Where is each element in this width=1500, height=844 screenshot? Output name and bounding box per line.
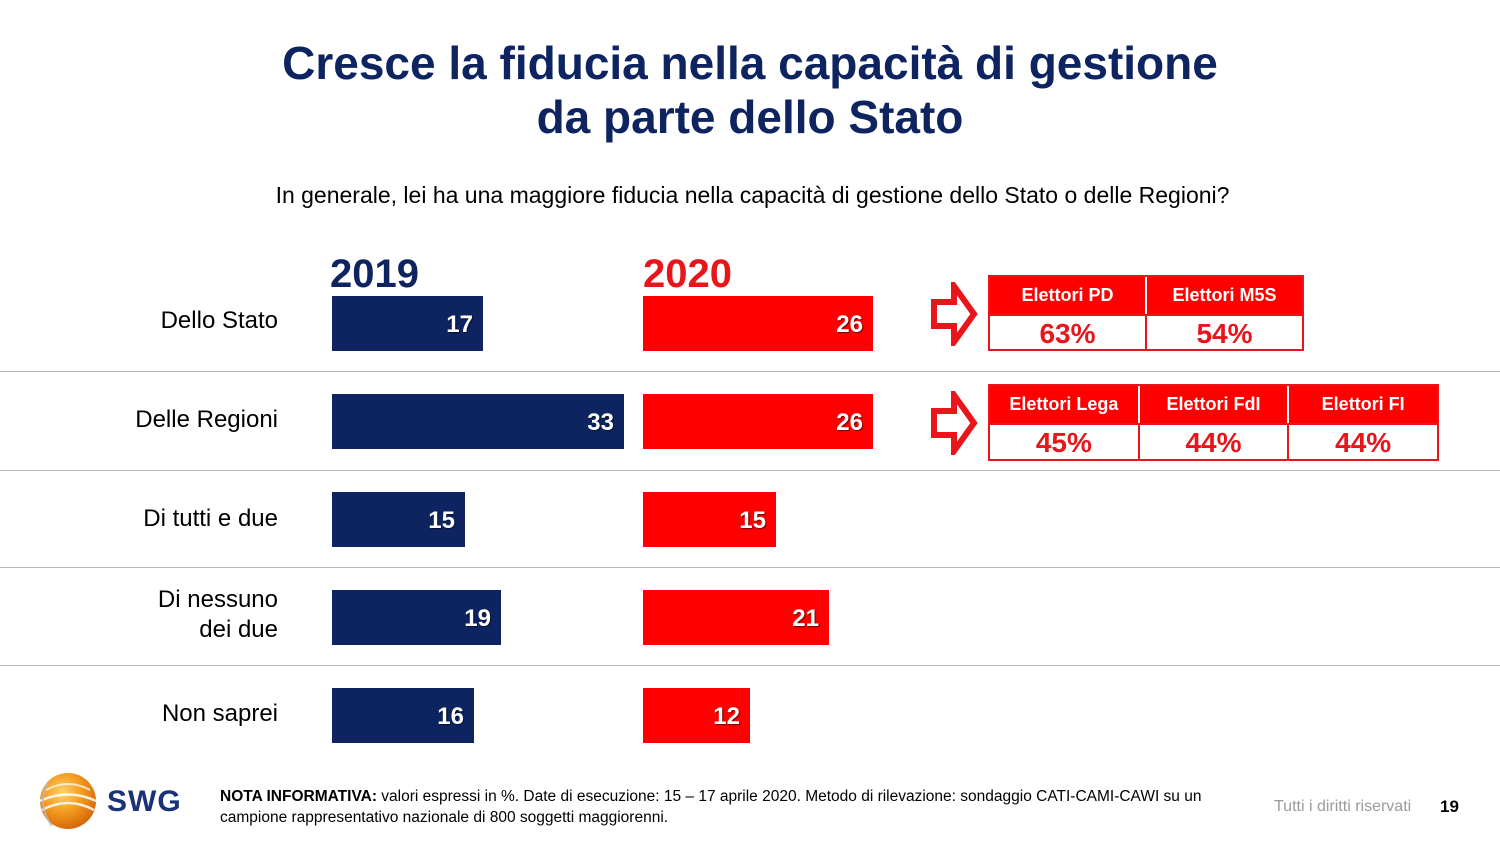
series-label-2019: 2019 — [330, 252, 419, 296]
category-label-line: Dello Stato — [160, 307, 278, 334]
title-line-2: da parte dello Stato — [536, 91, 964, 143]
callout-header: Elettori Lega — [990, 386, 1140, 423]
rights-text: Tutti i diritti riservati — [1274, 798, 1412, 815]
callout-header: Elettori FI — [1321, 394, 1405, 414]
callout-header: Elettori FdI — [1140, 386, 1290, 423]
callout-value: 63% — [990, 316, 1147, 350]
note-text: valori espressi in %. Date di esecuzione… — [220, 788, 1202, 826]
bar-value-label: 12 — [713, 703, 740, 730]
bar-2019-2: 15 — [332, 492, 465, 547]
bar-2019-1: 33 — [332, 394, 624, 449]
callout-header: Elettori PD — [990, 277, 1147, 314]
row-separator — [0, 567, 1500, 568]
category-label: Delle Regioni — [58, 405, 278, 435]
swg-globe-logo — [39, 773, 97, 829]
bar-2019-4: 16 — [332, 688, 474, 743]
category-label-line: Non saprei — [161, 700, 278, 727]
bar-2020-2: 15 — [643, 492, 776, 547]
series-label-2020: 2020 — [643, 252, 732, 296]
arrow-right-icon — [931, 391, 978, 455]
bar-2020-1: 26 — [643, 394, 873, 449]
row-separator — [0, 665, 1500, 666]
bar-value-label: 16 — [437, 703, 464, 730]
logo-text: SWG — [107, 785, 182, 818]
page-title: Cresce la fiducia nella capacità di gest… — [0, 36, 1500, 144]
bar-2020-4: 12 — [643, 688, 750, 743]
callout-box-pd-m5s: Elettori PD Elettori M5S 63% 54% — [988, 275, 1304, 351]
bar-value-label: 26 — [836, 409, 863, 436]
row-separator — [0, 470, 1500, 471]
category-label-line: Di tutti e due — [143, 505, 278, 532]
page-number: 19 — [1440, 797, 1459, 816]
category-label-line: Di nessuno — [157, 586, 278, 613]
bar-value-label: 19 — [464, 605, 491, 632]
category-label-line: Delle Regioni — [135, 406, 278, 433]
category-label: Non saprei — [58, 699, 278, 729]
bar-2020-3: 21 — [643, 590, 829, 645]
arrow-right-icon — [931, 282, 978, 346]
note-informativa: NOTA INFORMATIVA: valori espressi in %. … — [220, 786, 1210, 828]
bar-2020-0: 26 — [643, 296, 873, 351]
category-label: Di tutti e due — [58, 504, 278, 534]
callout-value: 44% — [1140, 425, 1290, 459]
callout-header: Elettori M5S — [1172, 285, 1277, 305]
category-label: Di nessuno dei due — [58, 585, 278, 645]
bar-value-label: 15 — [428, 507, 455, 534]
bar-value-label: 26 — [836, 311, 863, 338]
callout-value: 54% — [1196, 318, 1253, 349]
title-line-1: Cresce la fiducia nella capacità di gest… — [282, 37, 1218, 89]
bar-value-label: 21 — [792, 605, 819, 632]
callout-value: 45% — [990, 425, 1140, 459]
callout-value: 44% — [1335, 427, 1392, 458]
bar-value-label: 33 — [587, 409, 614, 436]
callout-box-lega-fdi-fi: Elettori Lega Elettori FdI Elettori FI 4… — [988, 384, 1439, 461]
category-label: Dello Stato — [58, 306, 278, 336]
survey-question: In generale, lei ha una maggiore fiducia… — [275, 182, 1230, 208]
bar-2019-3: 19 — [332, 590, 501, 645]
bar-value-label: 17 — [446, 311, 473, 338]
row-separator — [0, 371, 1500, 372]
bar-value-label: 15 — [739, 507, 766, 534]
note-label: NOTA INFORMATIVA: — [220, 788, 377, 805]
bar-2019-0: 17 — [332, 296, 483, 351]
category-label-line: dei due — [199, 616, 278, 643]
